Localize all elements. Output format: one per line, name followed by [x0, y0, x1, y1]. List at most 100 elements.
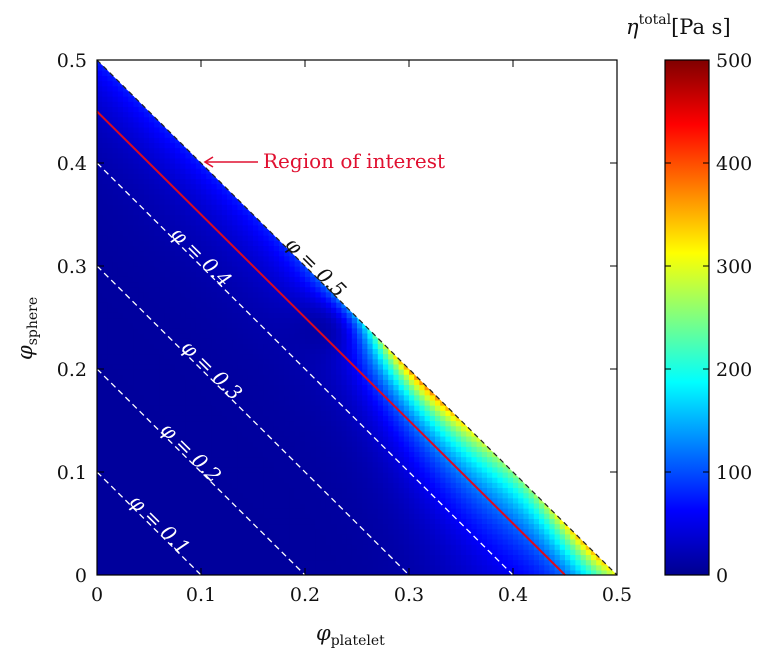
heatmap-cell: [289, 374, 296, 380]
heatmap-cell: [206, 291, 212, 298]
heatmap-cell: [351, 405, 358, 411]
heatmap-cell: [492, 569, 498, 575]
heatmap-cell: [185, 312, 192, 319]
heatmap-cell: [284, 554, 290, 561]
heatmap-cell: [149, 142, 155, 149]
heatmap-cell: [268, 549, 275, 555]
heatmap-cell: [107, 482, 114, 489]
heatmap-cell: [393, 435, 400, 442]
heatmap-cell: [518, 564, 524, 571]
heatmap-cell: [372, 569, 379, 575]
heatmap-cell: [195, 219, 202, 226]
heatmap-cell: [284, 430, 290, 437]
heatmap-cell: [232, 332, 238, 339]
heatmap-cell: [138, 106, 145, 113]
heatmap-cell: [247, 255, 254, 262]
heatmap-cell: [143, 379, 150, 386]
heatmap-cell: [227, 528, 233, 535]
heatmap-cell: [497, 477, 504, 483]
heatmap-cell: [227, 343, 233, 349]
heatmap-cell: [159, 163, 166, 169]
heatmap-cell: [455, 420, 462, 427]
heatmap-cell: [268, 461, 275, 468]
heatmap-cell: [336, 327, 342, 334]
heatmap-cell: [117, 379, 124, 386]
heatmap-cell: [247, 518, 254, 525]
heatmap-cell: [279, 307, 285, 313]
heatmap-cell: [403, 420, 410, 427]
heatmap-cell: [377, 497, 384, 504]
heatmap-cell: [445, 430, 452, 437]
heatmap-cell: [128, 235, 134, 241]
heatmap-cell: [117, 96, 124, 102]
heatmap-cell: [377, 353, 384, 360]
heatmap-cell: [211, 384, 218, 391]
heatmap-cell: [247, 353, 254, 360]
heatmap-cell: [409, 544, 415, 550]
heatmap-cell: [185, 255, 192, 262]
heatmap-cell: [190, 178, 197, 185]
heatmap-cell: [273, 363, 280, 370]
heatmap-cell: [185, 296, 192, 303]
heatmap-cell: [206, 338, 212, 344]
heatmap-cell: [123, 106, 129, 113]
heatmap-cell: [253, 312, 259, 319]
heatmap-cell: [268, 446, 275, 452]
heatmap-cell: [107, 312, 114, 319]
heatmap-cell: [419, 394, 426, 401]
heatmap-cell: [190, 435, 197, 442]
heatmap-cell: [471, 518, 478, 525]
heatmap-cell: [383, 405, 389, 411]
heatmap-cell: [466, 538, 472, 545]
heatmap-cell: [518, 487, 524, 494]
heatmap-cell: [206, 271, 212, 277]
heatmap-cell: [107, 322, 114, 329]
heatmap-cell: [102, 132, 108, 138]
heatmap-cell: [461, 518, 467, 525]
heatmap-cell: [175, 142, 181, 149]
heatmap-cell: [289, 523, 296, 530]
heatmap-cell: [253, 528, 259, 535]
heatmap-cell: [128, 466, 134, 473]
heatmap-cell: [341, 332, 348, 339]
heatmap-cell: [159, 178, 166, 185]
heatmap-cell: [424, 528, 431, 535]
heatmap-cell: [409, 415, 415, 422]
heatmap-cell: [117, 461, 124, 468]
heatmap-cell: [284, 477, 290, 483]
heatmap-cell: [117, 508, 124, 514]
heatmap-cell: [159, 168, 166, 174]
heatmap-cell: [117, 302, 124, 308]
heatmap-cell: [346, 554, 353, 561]
heatmap-cell: [279, 296, 285, 303]
heatmap-cell: [247, 322, 254, 329]
heatmap-cell: [97, 384, 103, 391]
heatmap-cell: [143, 472, 150, 478]
heatmap-cell: [107, 266, 114, 272]
heatmap-cell: [273, 332, 280, 339]
heatmap-cell: [102, 137, 108, 143]
heatmap-cell: [325, 374, 332, 380]
heatmap-cell: [351, 559, 358, 566]
heatmap-cell: [117, 348, 124, 355]
heatmap-cell: [310, 369, 316, 375]
heatmap-cell: [206, 260, 212, 267]
heatmap-cell: [133, 266, 140, 272]
heatmap-cell: [102, 173, 108, 180]
heatmap-cell: [242, 317, 249, 324]
heatmap-cell: [455, 492, 462, 499]
heatmap-cell: [247, 559, 254, 566]
heatmap-cell: [263, 399, 270, 406]
heatmap-cell: [513, 569, 519, 575]
heatmap-cell: [138, 538, 145, 545]
heatmap-cell: [315, 338, 322, 344]
heatmap-cell: [346, 564, 353, 571]
heatmap-cell: [211, 229, 218, 236]
heatmap-cell: [466, 544, 472, 550]
heatmap-cell: [97, 399, 103, 406]
heatmap-cell: [305, 549, 311, 555]
heatmap-cell: [117, 152, 124, 159]
heatmap-cell: [143, 209, 150, 216]
heatmap-cell: [206, 353, 212, 360]
heatmap-cell: [112, 96, 119, 102]
